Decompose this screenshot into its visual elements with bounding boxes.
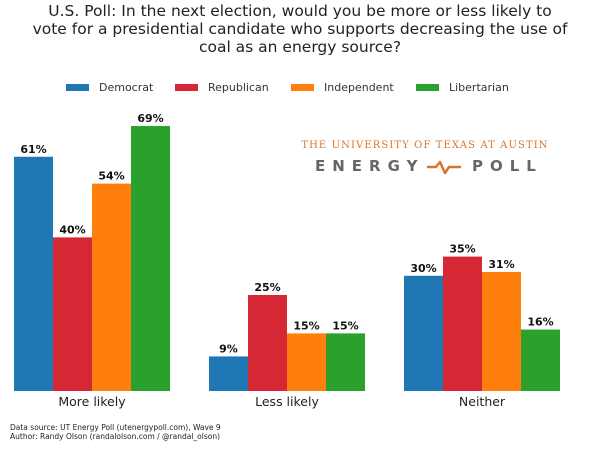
legend-swatch [291, 84, 314, 91]
footer: Data source: UT Energy Poll (utenergypol… [10, 423, 221, 441]
logo-word-poll: POLL [472, 157, 543, 175]
bar-libertarian-more-likely [131, 126, 170, 391]
legend-item-republican: Republican [175, 81, 269, 94]
x-tick-label: Neither [459, 394, 506, 409]
legend-swatch [175, 84, 198, 91]
logo-university-text: THE UNIVERSITY OF TEXAS AT AUSTIN [301, 140, 549, 151]
bar-libertarian-less-likely [326, 333, 365, 391]
legend-item-independent: Independent [291, 81, 394, 94]
legend-label: Democrat [99, 81, 154, 94]
legend-item-democrat: Democrat [66, 81, 153, 94]
data-label: 30% [410, 262, 436, 275]
data-label: 15% [293, 319, 319, 332]
author-note: Author: Randy Olson (randalolson.com / @… [10, 432, 221, 441]
chart-title-line: vote for a presidential candidate who su… [32, 20, 568, 38]
legend-swatch [66, 84, 89, 91]
data-label: 31% [488, 258, 514, 271]
bar-republican-neither [443, 256, 482, 391]
legend-swatch [416, 84, 439, 91]
data-label: 61% [20, 143, 46, 156]
bar-independent-neither [482, 271, 521, 391]
data-label: 16% [527, 316, 553, 329]
data-label: 40% [59, 223, 85, 236]
legend-label: Republican [208, 81, 269, 94]
data-label: 54% [98, 170, 124, 183]
legend-label: Libertarian [449, 81, 509, 94]
data-label: 9% [219, 342, 238, 355]
data-label: 69% [137, 112, 163, 125]
bar-democrat-less-likely [209, 356, 248, 391]
data-label: 15% [332, 319, 358, 332]
bar-independent-less-likely [287, 333, 326, 391]
chart-title: U.S. Poll: In the next election, would y… [0, 2, 600, 56]
logo-word-energy: ENERGY [315, 157, 425, 175]
legend-item-libertarian: Libertarian [416, 81, 509, 94]
data-source-note: Data source: UT Energy Poll (utenergypol… [10, 423, 221, 432]
chart-title-line: U.S. Poll: In the next election, would y… [48, 2, 552, 20]
legend: Democrat Republican Independent Libertar… [0, 81, 600, 97]
chart-title-line: coal as an energy source? [198, 38, 402, 56]
bar-democrat-more-likely [14, 156, 53, 391]
bar-independent-more-likely [92, 183, 131, 391]
legend-label: Independent [324, 81, 394, 94]
energy-poll-logo: ENERGY POLL [300, 157, 550, 179]
x-tick-label: More likely [58, 394, 126, 409]
data-label: 25% [254, 281, 280, 294]
x-tick-label: Less likely [255, 394, 319, 409]
bar-republican-more-likely [53, 237, 92, 391]
data-label: 35% [449, 243, 475, 256]
pulse-line-icon [427, 160, 461, 175]
bar-democrat-neither [404, 275, 443, 391]
bar-republican-less-likely [248, 295, 287, 391]
bar-libertarian-neither [521, 329, 560, 391]
